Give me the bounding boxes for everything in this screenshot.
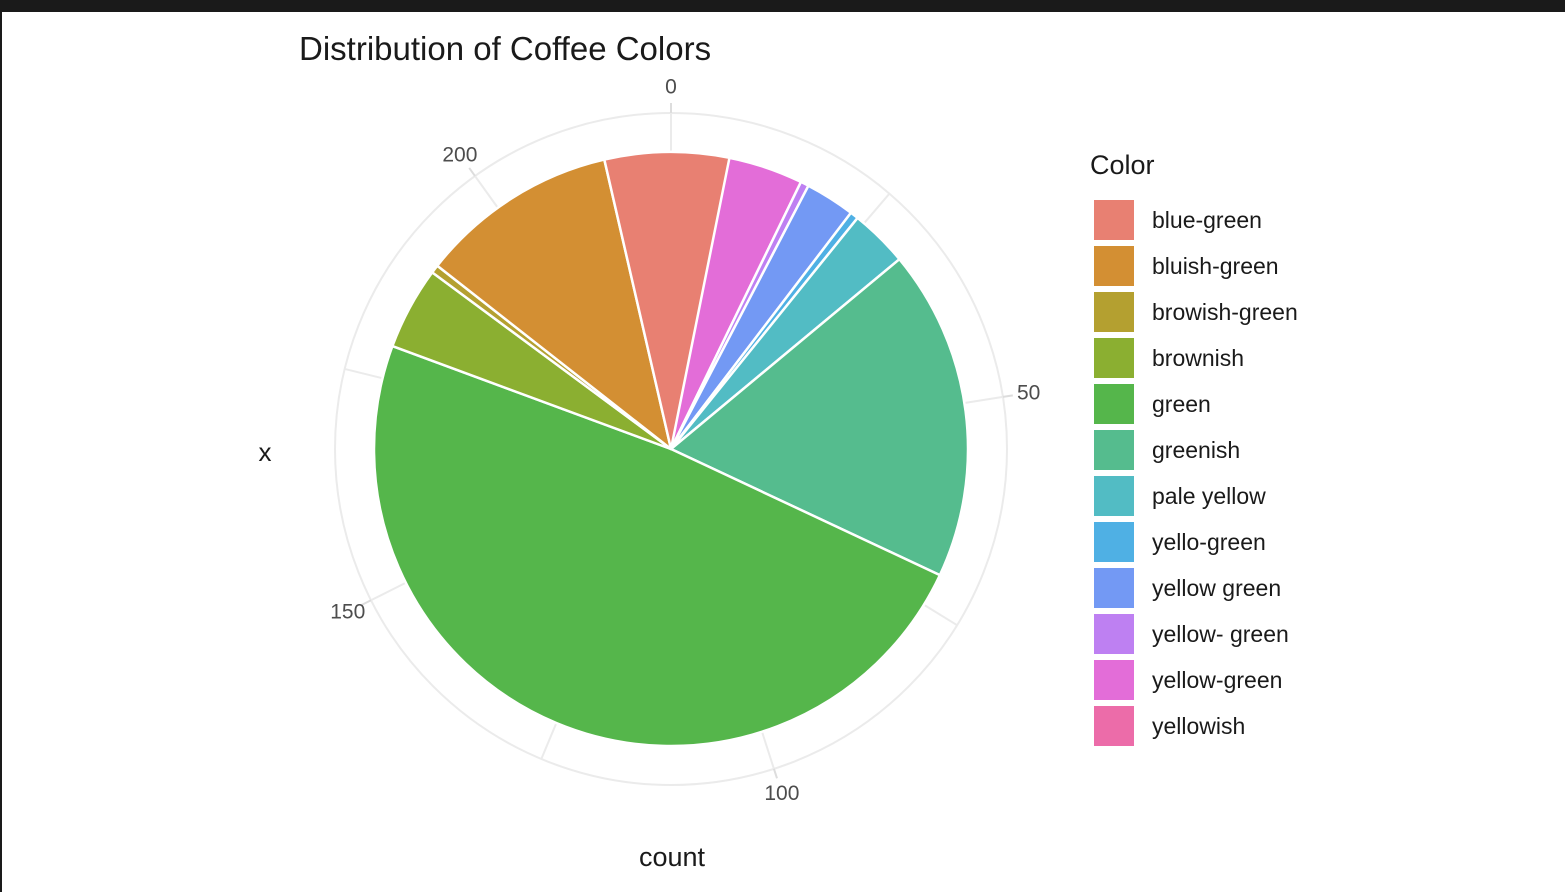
legend-label: yellowish	[1152, 712, 1246, 739]
legend-label: blue-green	[1152, 206, 1262, 233]
tick-label-0: 0	[665, 76, 677, 99]
axis-ticks: 0 50 100 150 200	[330, 76, 1040, 806]
grid-line	[370, 581, 407, 602]
tick-label-100: 100	[764, 782, 799, 805]
tick-label-200: 200	[442, 143, 477, 166]
legend-label: pale yellow	[1152, 482, 1266, 509]
legend-label: green	[1152, 390, 1211, 417]
legend-item: yello-green	[1090, 519, 1298, 565]
tick-mark	[361, 599, 372, 606]
chart-title: Distribution of Coffee Colors	[299, 30, 712, 67]
legend-item: bluish-green	[1090, 243, 1298, 289]
legend-label: yellow green	[1152, 574, 1282, 601]
grid-line	[863, 193, 891, 224]
legend-item: blue-green	[1090, 197, 1298, 243]
legend-item: brownish	[1090, 335, 1298, 381]
legend-item: yellowish	[1090, 703, 1298, 749]
legend-label: brownish	[1152, 344, 1245, 371]
legend-key	[1094, 338, 1134, 378]
grid-line	[964, 395, 1004, 404]
grid-line	[923, 603, 958, 627]
legend-key	[1094, 246, 1134, 286]
legend-label: yellow- green	[1152, 620, 1289, 647]
legend-label: yellow-green	[1152, 666, 1283, 693]
legend-key	[1094, 200, 1134, 240]
grid-line	[474, 175, 499, 209]
tick-mark	[468, 167, 476, 177]
grid-line	[761, 731, 775, 770]
legend-key	[1094, 384, 1134, 424]
pie-chart: 0 50 100 150 200	[330, 76, 1040, 806]
legend-label: bluish-green	[1152, 252, 1279, 279]
legend-key	[1094, 522, 1134, 562]
pie-slice-blue-green	[603, 150, 731, 451]
tick-mark	[1002, 394, 1013, 398]
legend-item: yellow-green	[1090, 657, 1298, 703]
grid-line	[344, 367, 383, 380]
legend-key	[1094, 568, 1134, 608]
legend-item: yellow- green	[1090, 611, 1298, 657]
legend-key	[1094, 614, 1134, 654]
pie-slice-greenish	[669, 257, 970, 577]
legend-label: yello-green	[1152, 528, 1266, 555]
legend-item: yellow green	[1090, 565, 1298, 611]
pie-slices	[372, 150, 970, 748]
legend-item: greenish	[1090, 427, 1298, 473]
legend-key	[1094, 660, 1134, 700]
legend-key	[1094, 706, 1134, 746]
legend-title: Color	[1090, 150, 1155, 180]
tick-mark	[772, 768, 778, 779]
legend-key	[1094, 476, 1134, 516]
tick-label-150: 150	[330, 600, 365, 623]
tick-label-50: 50	[1017, 381, 1040, 404]
legend-label: browish-green	[1152, 298, 1298, 325]
plot-panel: Distribution of Coffee Colors 0 50 100 150 2…	[2, 12, 1565, 892]
legend: Color blue-green bluish-green browish-gree…	[1090, 150, 1298, 749]
legend-label: greenish	[1152, 436, 1241, 463]
pie-slice-bluish-green	[436, 158, 673, 451]
pie-slice-green	[372, 344, 942, 748]
legend-key	[1094, 292, 1134, 332]
legend-item: browish-green	[1090, 289, 1298, 335]
grid-line	[540, 722, 558, 760]
legend-item: pale yellow	[1090, 473, 1298, 519]
legend-item: green	[1090, 381, 1298, 427]
legend-items: blue-green bluish-green browish-green brown…	[1090, 197, 1298, 749]
y-axis-title: x	[258, 437, 272, 467]
legend-key	[1094, 430, 1134, 470]
x-axis-title: count	[638, 842, 706, 872]
